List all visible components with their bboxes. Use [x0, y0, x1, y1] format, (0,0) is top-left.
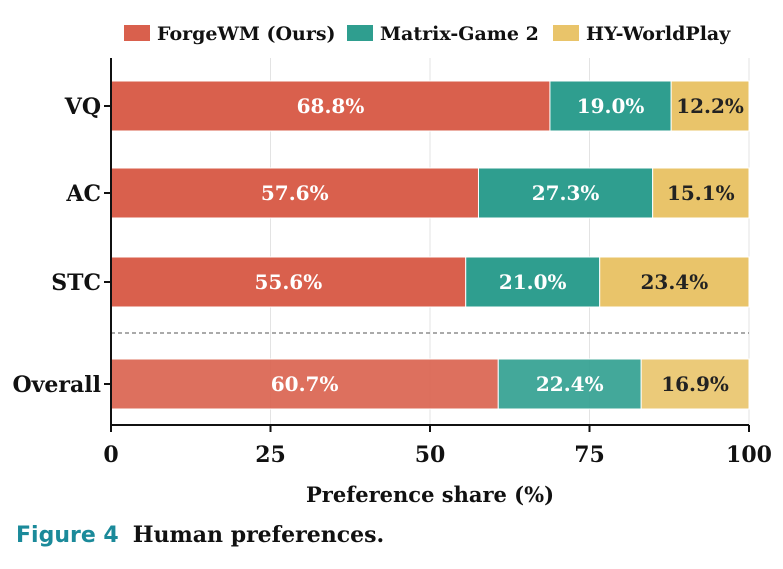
x-tick-label-25: 25 — [255, 442, 286, 468]
bar-vq-hy-worldplay — [670, 80, 750, 132]
x-tick-label-0: 0 — [103, 442, 118, 468]
legend: ForgeWM (Ours) Matrix-Game 2 HY-WorldPlay — [124, 23, 731, 45]
figure-caption: Figure 4 Human preferences. — [16, 522, 384, 548]
bar-label-stc-forgewm-ours: 55.6% — [255, 270, 323, 294]
bar-overall-matrix-game-2 — [497, 358, 642, 410]
bar-stc-forgewm-ours — [110, 256, 467, 308]
x-tick-label-100: 100 — [726, 442, 772, 468]
legend-swatch-forgewm-ours — [124, 25, 150, 41]
caption-number: Figure 4 — [16, 523, 119, 548]
x-tick-label-75: 75 — [574, 442, 605, 468]
bar-label-overall-matrix-game-2: 22.4% — [536, 372, 604, 396]
stacked-bar-chart: 68.8% 19.0% 12.2% 57.6% 27.3% 15.1% 55.6% 21.0%… — [12, 23, 772, 507]
bar-stc-hy-worldplay — [599, 256, 750, 308]
bar-label-ac-hy-worldplay: 15.1% — [667, 181, 735, 205]
axes: 0 25 50 75 100 VQ AC STC Overall — [12, 58, 772, 468]
bar-label-stc-hy-worldplay: 23.4% — [640, 270, 708, 294]
category-label-overall: Overall — [12, 372, 101, 398]
bar-label-vq-hy-worldplay: 12.2% — [676, 94, 744, 118]
legend-label-hy-worldplay: HY-WorldPlay — [586, 23, 731, 45]
bar-label-vq-forgewm-ours: 68.8% — [297, 94, 365, 118]
category-label-vq: VQ — [64, 94, 101, 120]
bars: 68.8% 19.0% 12.2% 57.6% 27.3% 15.1% 55.6% 21.0%… — [110, 80, 750, 410]
bar-overall-hy-worldplay — [640, 358, 750, 410]
legend-swatch-matrix-game-2 — [347, 25, 373, 41]
x-tick-label-50: 50 — [415, 442, 446, 468]
bar-label-ac-forgewm-ours: 57.6% — [261, 181, 329, 205]
bar-label-overall-hy-worldplay: 16.9% — [661, 372, 729, 396]
bar-label-overall-forgewm-ours: 60.7% — [271, 372, 339, 396]
x-axis-title: Preference share (%) — [306, 482, 554, 507]
legend-swatch-hy-worldplay — [553, 25, 579, 41]
bar-vq-matrix-game-2 — [549, 80, 672, 132]
category-label-ac: AC — [65, 181, 101, 207]
bar-label-stc-matrix-game-2: 21.0% — [499, 270, 567, 294]
legend-label-forgewm-ours: ForgeWM (Ours) — [157, 23, 336, 45]
bar-stc-matrix-game-2 — [465, 256, 601, 308]
bar-label-ac-matrix-game-2: 27.3% — [532, 181, 600, 205]
bar-ac-hy-worldplay — [652, 167, 750, 219]
legend-label-matrix-game-2: Matrix-Game 2 — [380, 23, 539, 45]
category-label-stc: STC — [51, 270, 101, 296]
bar-label-vq-matrix-game-2: 19.0% — [577, 94, 645, 118]
bar-vq-forgewm-ours — [110, 80, 551, 132]
caption-text: Human preferences. — [132, 522, 385, 548]
